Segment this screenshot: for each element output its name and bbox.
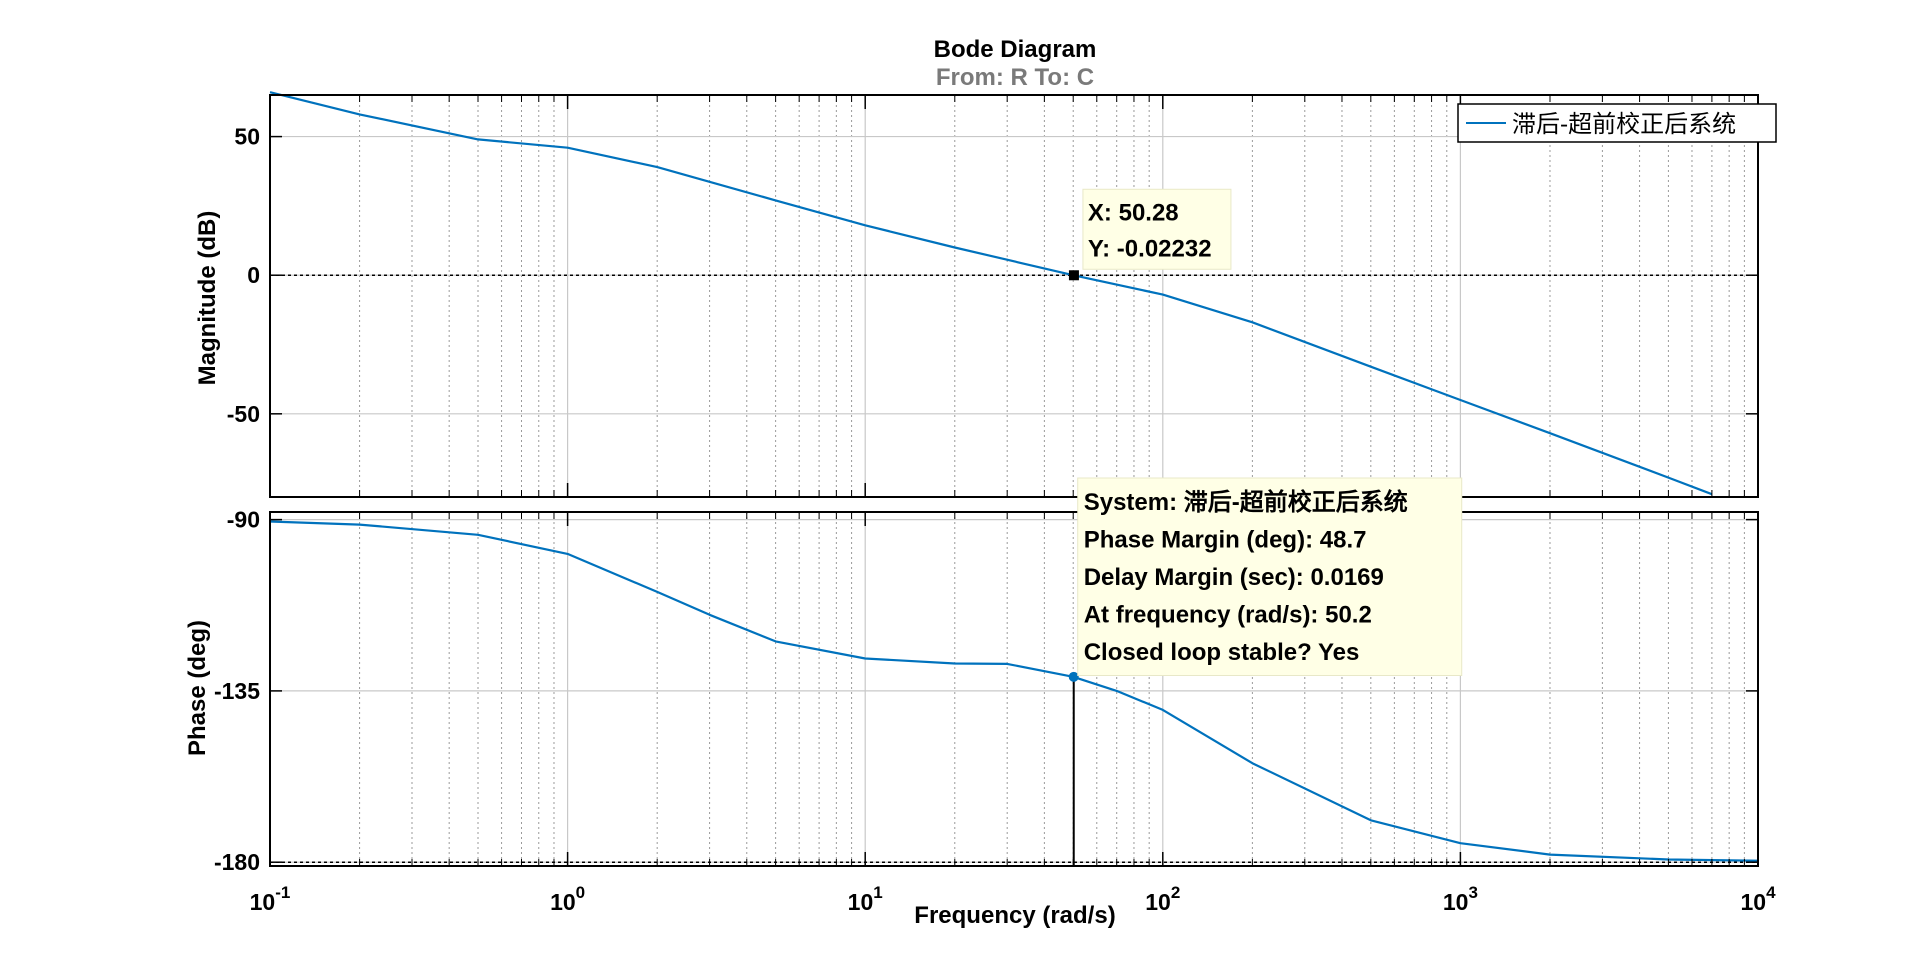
magnitude-datatip-text: Y: -0.02232 <box>1088 235 1212 262</box>
magnitude-datatip-marker <box>1068 270 1079 281</box>
magnitude-axis-label: Magnitude (dB) <box>194 211 221 386</box>
legend-entry: 滞后-超前校正后系统 <box>1512 110 1736 138</box>
phase-datatip-box <box>1077 477 1463 676</box>
phase-datatip-text: Delay Margin (sec): 0.0169 <box>1084 564 1384 591</box>
legend: 滞后-超前校正后系统 <box>1457 103 1777 143</box>
phase-ytick-label: -90 <box>227 507 260 533</box>
xtick-label: 100 <box>550 883 585 915</box>
frequency-axis-label: Frequency (rad/s) <box>914 902 1115 929</box>
phase-datatip-text: At frequency (rad/s): 50.2 <box>1084 602 1372 629</box>
chart-title: Bode Diagram <box>934 36 1097 63</box>
magnitude-ytick-label: 50 <box>234 124 260 150</box>
reference-lines <box>270 274 1758 863</box>
grid-layer <box>269 95 1759 866</box>
phase-datatip-text: Phase Margin (deg): 48.7 <box>1084 527 1367 554</box>
xtick-label: 103 <box>1443 883 1478 915</box>
curves <box>269 91 1759 862</box>
phase-ytick-label: -180 <box>214 849 260 875</box>
legend-box <box>1457 103 1777 143</box>
xtick-label: 104 <box>1740 883 1776 915</box>
phase-datatip-text: System: 滞后-超前校正后系统 <box>1084 488 1408 516</box>
xtick-label: 102 <box>1145 883 1180 915</box>
magnitude-series-line <box>269 91 1713 496</box>
magnitude-ytick-label: -50 <box>227 401 260 427</box>
phase-ytick-label: -135 <box>214 678 260 704</box>
magnitude-ytick-label: 0 <box>247 262 260 288</box>
phase-axis-label: Phase (deg) <box>184 620 211 756</box>
xtick-label: 10-1 <box>250 883 291 915</box>
phase-series-line <box>269 520 1759 862</box>
tick-labels: -50 0 50 -180 -135 -90 10-1 100 101 102 103 104 <box>214 124 1776 915</box>
axes-frames <box>269 94 1759 867</box>
phase-axes-frame <box>269 511 1759 867</box>
xtick-label: 101 <box>848 883 883 915</box>
chart-subtitle: From: R To: C <box>936 64 1094 91</box>
phase-datatip-text: Closed loop stable? Yes <box>1084 639 1360 666</box>
magnitude-axes-frame <box>269 94 1759 498</box>
datatips: X: 50.28 Y: -0.02232 System: 滞后-超前校正后系统 Pha… <box>1068 188 1463 866</box>
magnitude-datatip-box <box>1082 188 1232 270</box>
magnitude-datatip-text: X: 50.28 <box>1088 199 1179 226</box>
phase-margin-marker <box>1068 671 1079 682</box>
